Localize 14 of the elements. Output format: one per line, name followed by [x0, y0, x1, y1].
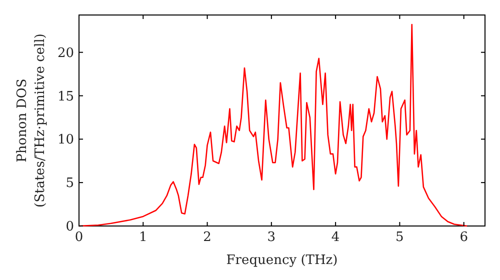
y-tick-label: 20: [57, 46, 74, 61]
y-tick-label: 0: [66, 220, 74, 235]
x-tick-label: 3: [267, 230, 276, 245]
x-tick-label: 6: [460, 230, 468, 245]
line-series: [78, 24, 468, 227]
y-axis-title: Phonon DOS (States/THz·primitive cell): [15, 33, 48, 208]
x-tick-label: 1: [139, 230, 148, 245]
x-tick-label: 4: [331, 230, 340, 245]
y-tick-label: 15: [57, 89, 74, 104]
x-tick-label: 2: [203, 230, 212, 245]
y-tick-label: 10: [57, 132, 74, 148]
x-tick-label: 5: [396, 230, 404, 245]
x-axis-title: Frequency (THz): [226, 253, 338, 268]
y-tick-label: 5: [66, 176, 74, 192]
